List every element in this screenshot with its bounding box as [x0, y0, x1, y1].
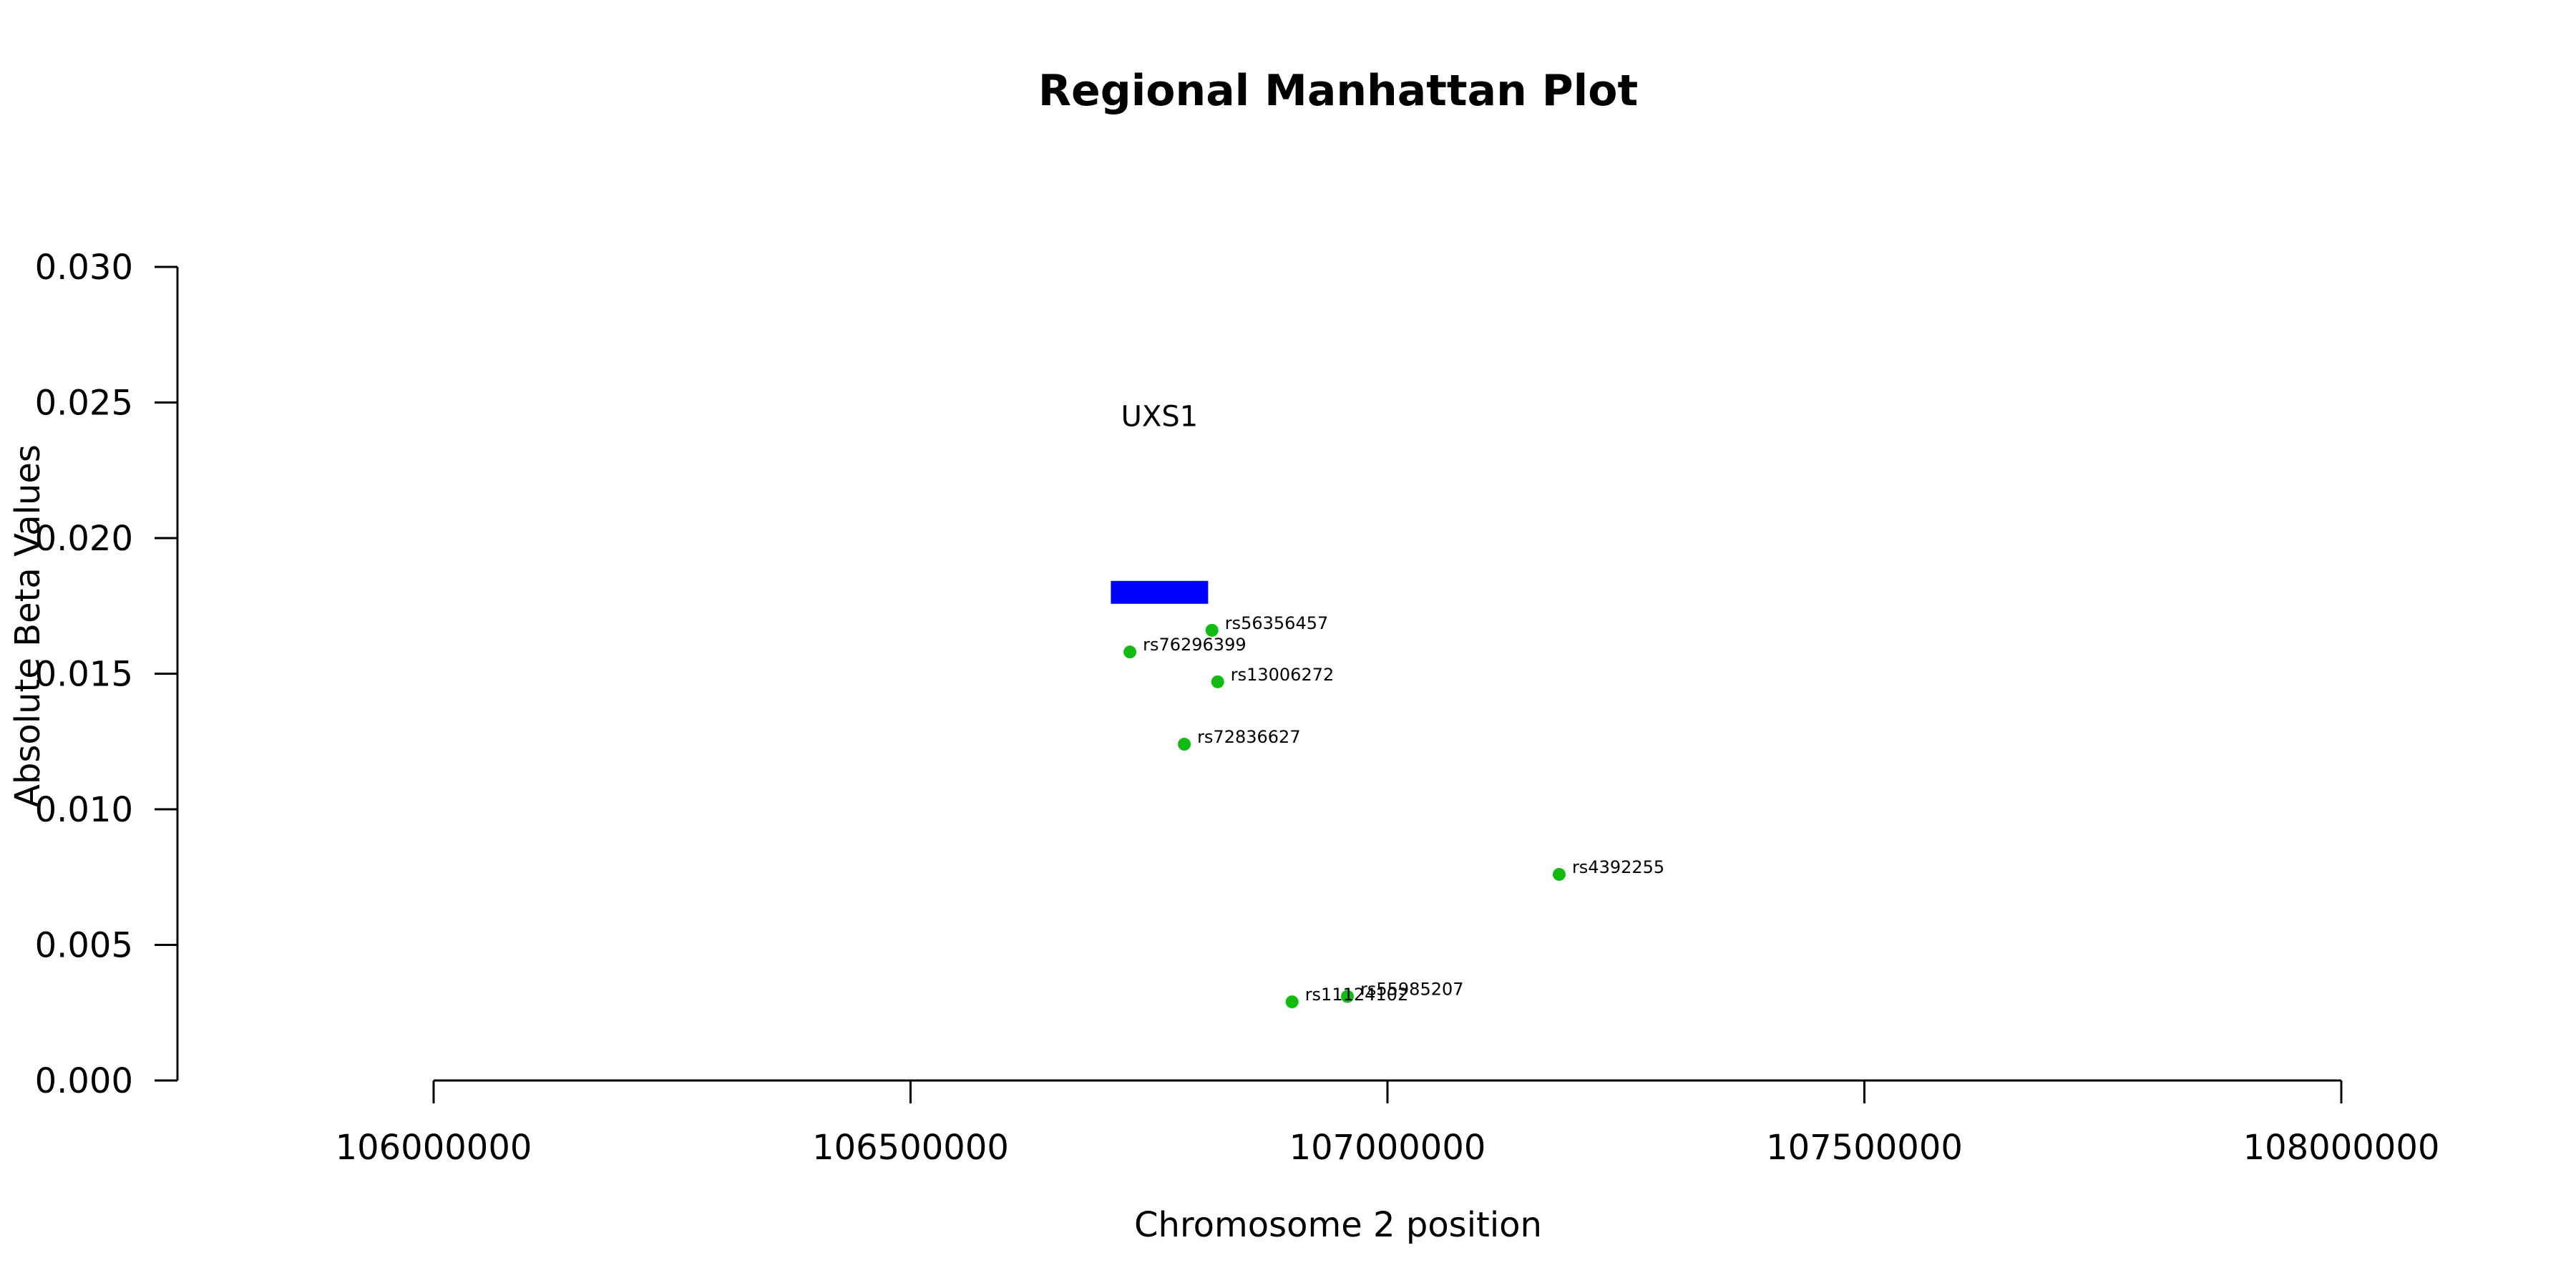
snp-point — [1178, 738, 1191, 751]
snp-label: rs4392255 — [1572, 857, 1664, 877]
snp-label: rs76296399 — [1143, 635, 1246, 655]
snp-label: rs11124102 — [1305, 985, 1409, 1005]
y-tick-label: 0.030 — [35, 248, 133, 288]
snp-point — [1123, 645, 1137, 659]
gene-track: UXS1 — [1111, 400, 1209, 604]
y-tick-label: 0.005 — [35, 926, 133, 966]
snp-point — [1341, 990, 1355, 1003]
snp-label: rs55985207 — [1360, 980, 1464, 1000]
y-tick-label: 0.010 — [35, 790, 133, 830]
snp-point — [1552, 867, 1566, 881]
y-tick-label: 0.015 — [35, 655, 133, 695]
axes: 0.000 0.005 0.010 0.015 0.020 0.025 0.030 10600… — [35, 248, 2440, 1168]
snp-label: rs13006272 — [1231, 665, 1335, 685]
snp-point — [1211, 675, 1224, 688]
y-tick-label: 0.000 — [35, 1061, 133, 1101]
gene-label: UXS1 — [1121, 400, 1199, 433]
snp-label: rs72836627 — [1197, 727, 1301, 747]
snp-point — [1285, 995, 1299, 1009]
y-axis-label: Absolute Beta Values — [8, 444, 48, 808]
snp-label: rs56356457 — [1225, 613, 1329, 633]
y-tick-label: 0.025 — [35, 384, 133, 424]
x-tick-label: 106000000 — [336, 1128, 532, 1168]
chart-title: Regional Manhattan Plot — [1038, 66, 1638, 116]
x-tick-label: 107500000 — [1766, 1128, 1963, 1168]
x-tick-label: 106500000 — [812, 1128, 1009, 1168]
x-tick-label: 107000000 — [1289, 1128, 1486, 1168]
y-tick-label: 0.020 — [35, 519, 133, 559]
snp-point — [1205, 623, 1219, 637]
x-axis-label: Chromosome 2 position — [1134, 1205, 1542, 1245]
x-tick-label: 108000000 — [2243, 1128, 2440, 1168]
gene-bar — [1111, 580, 1209, 604]
